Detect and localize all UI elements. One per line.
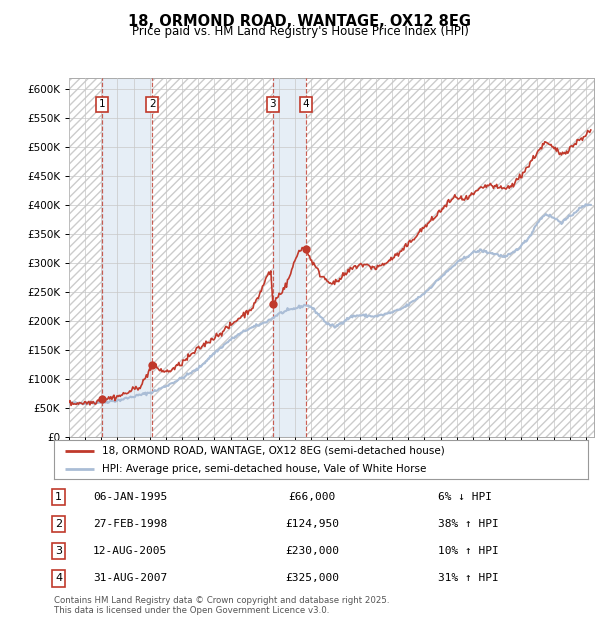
Text: £66,000: £66,000 [289, 492, 335, 502]
Text: 12-AUG-2005: 12-AUG-2005 [93, 546, 167, 556]
Text: 3: 3 [269, 99, 276, 110]
Text: 4: 4 [55, 574, 62, 583]
Bar [152, 78, 272, 437]
Bar [272, 78, 306, 437]
Bar [152, 78, 272, 437]
Text: HPI: Average price, semi-detached house, Vale of White Horse: HPI: Average price, semi-detached house,… [102, 464, 427, 474]
Text: 18, ORMOND ROAD, WANTAGE, OX12 8EG: 18, ORMOND ROAD, WANTAGE, OX12 8EG [128, 14, 472, 29]
Bar [306, 78, 594, 437]
Text: 4: 4 [302, 99, 309, 110]
Text: 6% ↓ HPI: 6% ↓ HPI [438, 492, 492, 502]
Text: £124,950: £124,950 [285, 519, 339, 529]
Bar [102, 78, 152, 437]
Text: 27-FEB-1998: 27-FEB-1998 [93, 519, 167, 529]
Text: 3: 3 [55, 546, 62, 556]
Text: 1: 1 [98, 99, 105, 110]
Bar [69, 78, 102, 437]
Text: £325,000: £325,000 [285, 574, 339, 583]
Text: 31% ↑ HPI: 31% ↑ HPI [438, 574, 499, 583]
Text: £230,000: £230,000 [285, 546, 339, 556]
Text: Contains HM Land Registry data © Crown copyright and database right 2025.
This d: Contains HM Land Registry data © Crown c… [54, 596, 389, 615]
Text: 10% ↑ HPI: 10% ↑ HPI [438, 546, 499, 556]
Text: Price paid vs. HM Land Registry's House Price Index (HPI): Price paid vs. HM Land Registry's House … [131, 25, 469, 38]
Text: 2: 2 [55, 519, 62, 529]
Bar [306, 78, 594, 437]
Text: 18, ORMOND ROAD, WANTAGE, OX12 8EG (semi-detached house): 18, ORMOND ROAD, WANTAGE, OX12 8EG (semi… [102, 446, 445, 456]
Text: 38% ↑ HPI: 38% ↑ HPI [438, 519, 499, 529]
Text: 31-AUG-2007: 31-AUG-2007 [93, 574, 167, 583]
Text: 2: 2 [149, 99, 155, 110]
Text: 1: 1 [55, 492, 62, 502]
Bar [69, 78, 102, 437]
Text: 06-JAN-1995: 06-JAN-1995 [93, 492, 167, 502]
